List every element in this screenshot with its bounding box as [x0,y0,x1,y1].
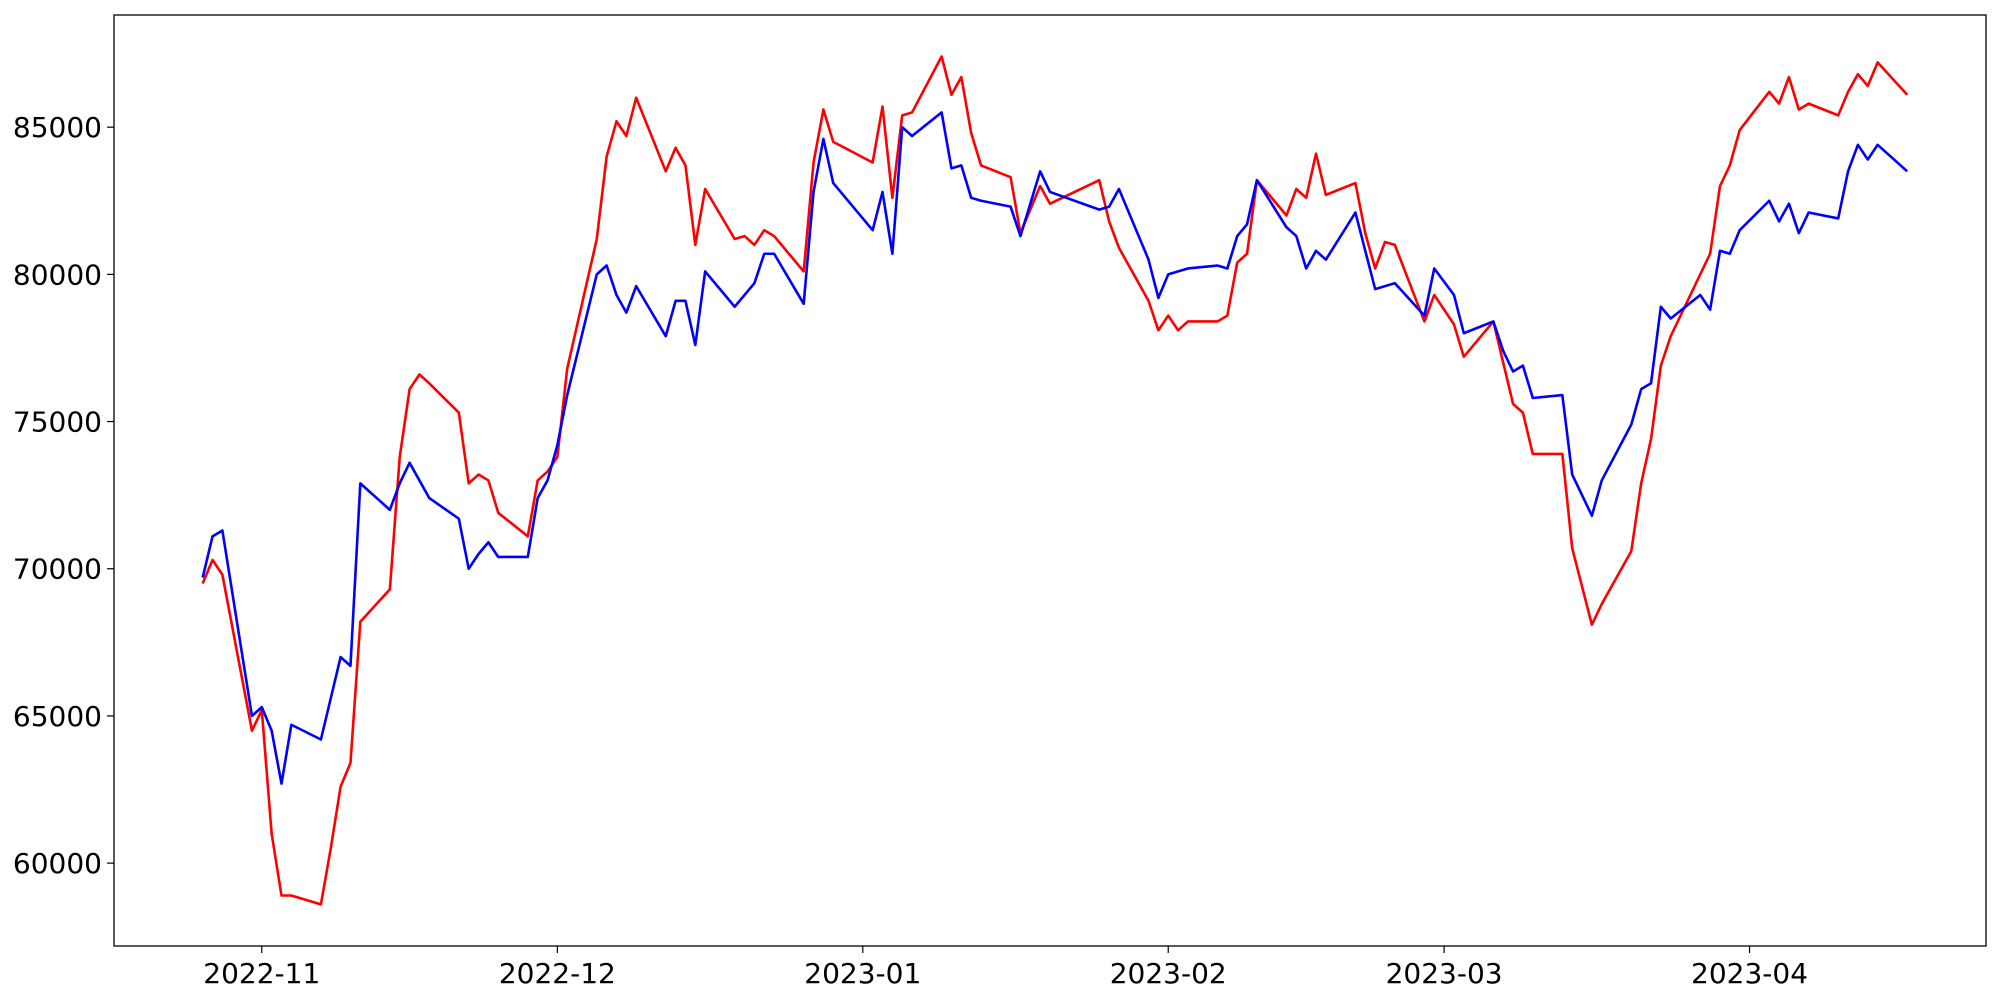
x-tick-label: 2022-11 [203,957,320,990]
line-series [201,55,1909,906]
line-series [201,111,1909,785]
y-tick-label: 70000 [13,553,102,586]
y-tick-label: 75000 [13,406,102,439]
x-tick-label: 2023-01 [804,957,921,990]
x-tick-label: 2023-02 [1110,957,1227,990]
y-tick-label: 65000 [13,700,102,733]
x-tick-label: 2023-04 [1691,957,1808,990]
y-tick-label: 80000 [13,258,102,291]
x-tick-label: 2023-03 [1386,957,1503,990]
plot-frame [113,14,1987,947]
y-tick-label: 60000 [13,847,102,880]
x-tick-label: 2022-12 [499,957,616,990]
y-tick-label: 85000 [13,111,102,144]
